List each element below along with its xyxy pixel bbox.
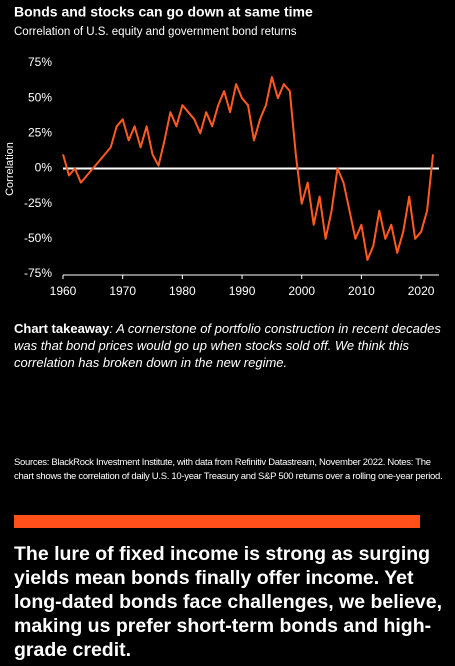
accent-bar: [14, 515, 420, 528]
y-tick-label: 50%: [28, 90, 52, 104]
x-tick-label: 1960: [50, 284, 77, 298]
takeaway: Chart takeaway: A cornerstone of portfol…: [14, 320, 444, 371]
x-tick-label: 1970: [109, 284, 136, 298]
chart: Bonds and stocks can go down at same tim…: [4, 4, 439, 298]
headline: The lure of fixed income is strong as su…: [14, 543, 443, 661]
y-tick-label: -50%: [24, 231, 52, 245]
x-tick-label: 2010: [348, 284, 375, 298]
sources: Sources: BlackRock Investment Institute,…: [14, 457, 443, 482]
y-tick-label: -75%: [24, 266, 52, 280]
y-tick-label: -25%: [24, 196, 52, 210]
x-tick-label: 2020: [408, 284, 435, 298]
y-axis-label: Correlation: [4, 142, 16, 196]
y-tick-label: 25%: [28, 126, 52, 140]
y-tick-label: 75%: [28, 55, 52, 69]
chart-title: Bonds and stocks can go down at same tim…: [14, 4, 313, 20]
x-tick-label: 1980: [169, 284, 196, 298]
chart-subtitle: Correlation of U.S. equity and governmen…: [14, 26, 297, 38]
correlation-line: [62, 76, 434, 261]
takeaway-label: Chart takeaway: [14, 321, 110, 336]
takeaway-text: : A cornerstone of portfolio constructio…: [14, 321, 441, 370]
y-tick-label: 0%: [35, 161, 53, 175]
x-tick-label: 1990: [229, 284, 256, 298]
x-tick-label: 2000: [288, 284, 315, 298]
